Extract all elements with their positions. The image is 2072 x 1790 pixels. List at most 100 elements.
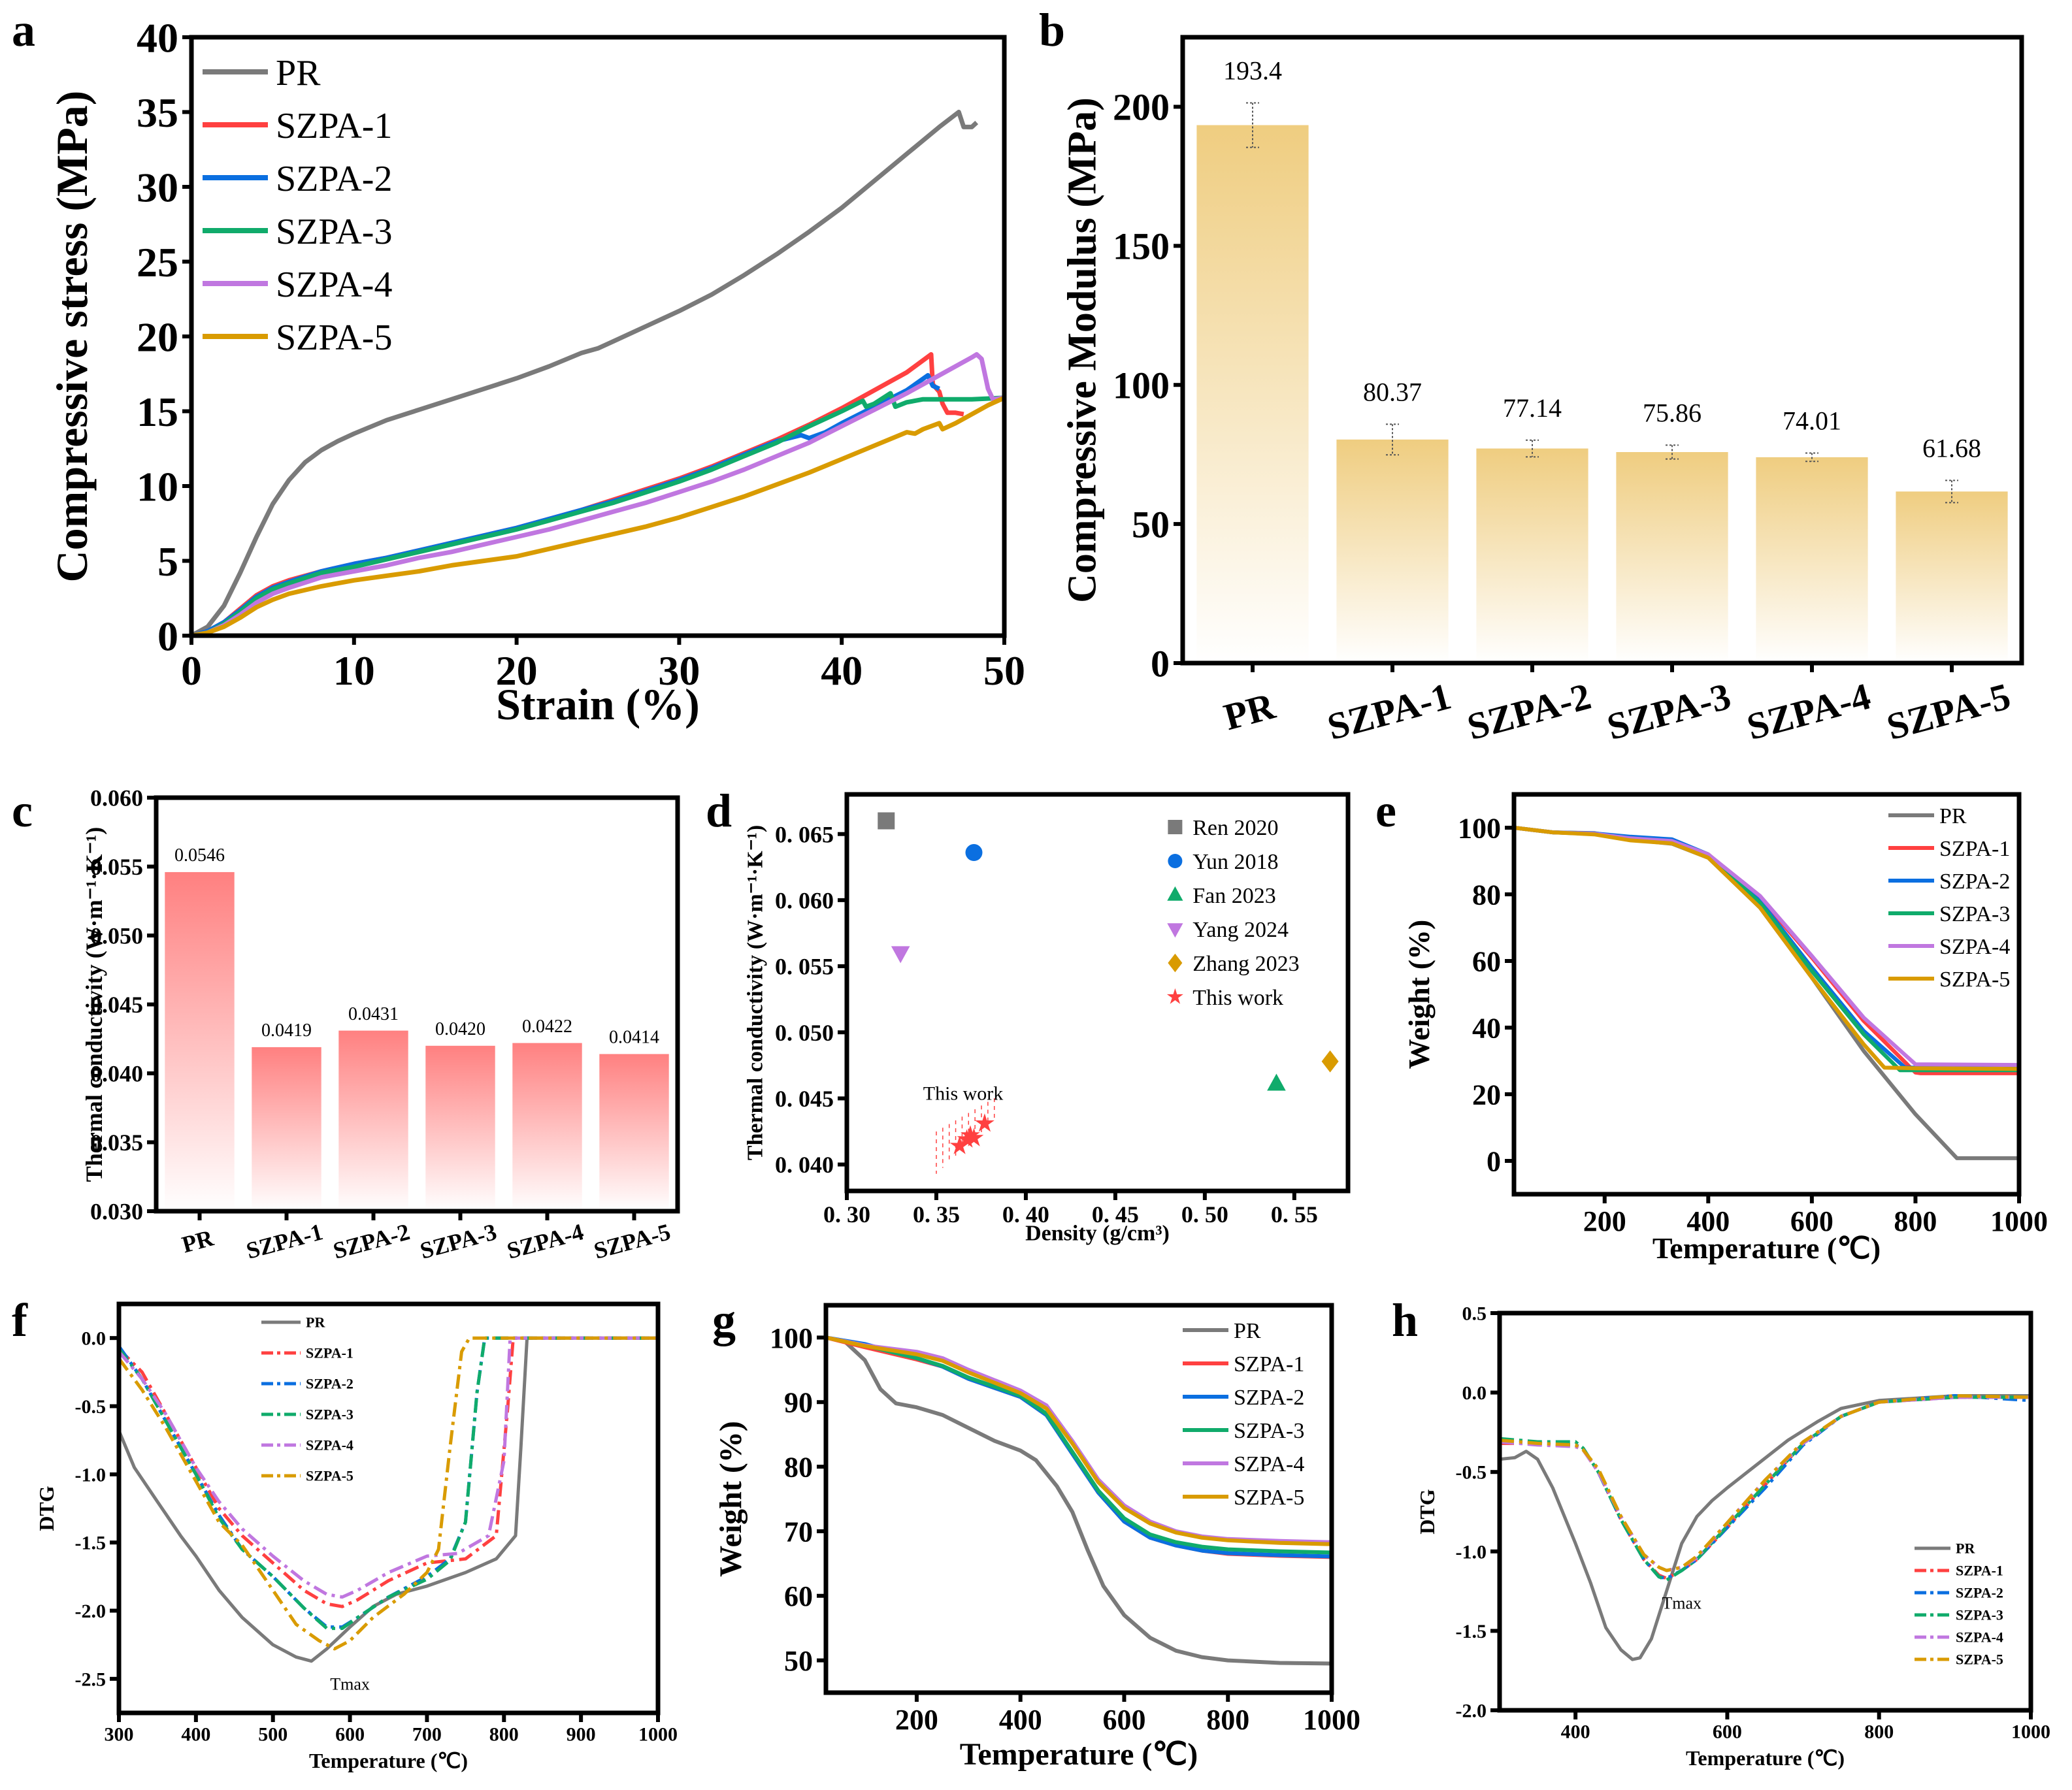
bar-szpa-3 — [1616, 452, 1728, 663]
series-line-szpa-2 — [117, 1336, 658, 1629]
y-tick-label: 25 — [137, 239, 178, 285]
x-tick-label: 20 — [496, 647, 538, 694]
x-tick-label: 0. 55 — [1271, 1201, 1318, 1228]
series-line-szpa-5 — [825, 1335, 1332, 1546]
x-tick-label: 800 — [1206, 1704, 1249, 1736]
panel-letter-b: b — [1039, 4, 1065, 56]
series-line-szpa-4 — [191, 352, 1005, 638]
legend-label: SZPA-4 — [276, 265, 392, 305]
legend-marker-ren-2020 — [1168, 820, 1183, 834]
x-tick-label: 200 — [895, 1704, 938, 1736]
legend-label: Fan 2023 — [1192, 884, 1276, 908]
legend-label: SZPA-3 — [276, 212, 392, 252]
bar-szpa-4 — [1756, 457, 1868, 663]
bar-pr — [1196, 125, 1309, 663]
legend-label: SZPA-1 — [276, 106, 392, 146]
x-tick-label: 800 — [1894, 1205, 1937, 1237]
x-tick-label: 0. 45 — [1092, 1201, 1139, 1228]
legend-label: SZPA-2 — [276, 159, 392, 199]
y-tick-label: 10 — [137, 463, 178, 510]
legend-label: PR — [276, 53, 321, 93]
bar-value-label: 193.4 — [1223, 56, 1282, 85]
this-work-annotation: This work — [923, 1082, 1004, 1104]
bar-value-label: 0.0419 — [261, 1020, 312, 1041]
x-tick-label: 10 — [333, 647, 375, 694]
category-label: SZPA-4 — [504, 1218, 587, 1264]
y-axis-title: Thermal conductivity (W·m⁻¹·K⁻¹) — [743, 825, 767, 1160]
x-axis-title: Temperature (℃) — [1686, 1746, 1845, 1770]
bar-value-label: 0.0431 — [348, 1004, 399, 1024]
marker-ren-2020 — [878, 812, 895, 830]
series-line-pr — [825, 1335, 1332, 1666]
panel-letter-e: e — [1375, 785, 1396, 837]
series-line-szpa-1 — [191, 352, 964, 638]
x-tick-label: 600 — [335, 1724, 365, 1746]
plot-frame — [823, 1303, 1334, 1695]
plot-frame — [844, 792, 1351, 1194]
panel-letter-h: h — [1392, 1294, 1418, 1346]
x-tick-label: 200 — [1583, 1205, 1626, 1237]
plot-frame — [116, 1301, 661, 1716]
bar-value-label: 80.37 — [1363, 377, 1422, 406]
y-tick-label: -1.0 — [1456, 1541, 1487, 1563]
y-tick-label: 0.5 — [1462, 1303, 1487, 1325]
series-line-pr — [117, 1336, 658, 1663]
legend-label: SZPA-1 — [306, 1345, 354, 1361]
marker-this-work — [949, 1135, 970, 1154]
panel-letter-a: a — [12, 4, 35, 56]
legend-marker-fan-2023 — [1167, 886, 1183, 901]
y-tick-label: 50 — [784, 1645, 813, 1677]
bar-value-label: 61.68 — [1922, 433, 1981, 463]
y-tick-label: 0.050 — [90, 923, 143, 949]
y-tick-label: -1.5 — [1456, 1621, 1487, 1642]
bar-szpa-2 — [338, 1030, 408, 1211]
plot-frame — [1497, 1310, 2033, 1713]
y-tick-label: 40 — [137, 14, 178, 61]
plot-frame — [1511, 792, 2022, 1197]
x-tick-label: 400 — [181, 1724, 210, 1746]
x-tick-label: 900 — [567, 1724, 596, 1746]
y-tick-label: 0. 060 — [775, 887, 834, 913]
y-tick-label: 0 — [1151, 642, 1170, 685]
x-tick-label: 1000 — [1303, 1704, 1360, 1736]
y-tick-label: 0.035 — [90, 1130, 143, 1156]
x-tick-label: 800 — [489, 1724, 519, 1746]
y-tick-label: 200 — [1113, 86, 1170, 129]
legend-label: SZPA-5 — [1956, 1652, 2003, 1668]
bar-szpa-1 — [1336, 439, 1449, 663]
y-tick-label: 0.055 — [90, 854, 143, 880]
legend-label: SZPA-1 — [1956, 1563, 2003, 1579]
legend-label: SZPA-2 — [1939, 870, 2010, 894]
panel-letter-d: d — [706, 785, 732, 837]
y-tick-label: 40 — [1472, 1012, 1501, 1044]
y-tick-label: 30 — [137, 164, 178, 210]
y-tick-label: 70 — [784, 1516, 813, 1548]
legend-label: PR — [1956, 1540, 1975, 1557]
x-axis-title: Temperature (℃) — [1653, 1231, 1881, 1265]
y-tick-label: 20 — [1472, 1079, 1501, 1111]
bar-value-label: 0.0546 — [174, 845, 225, 866]
y-tick-label: 35 — [137, 90, 178, 136]
x-tick-label: 600 — [1102, 1704, 1145, 1736]
category-label: SZPA-3 — [418, 1218, 500, 1264]
x-tick-label: 400 — [1561, 1721, 1590, 1743]
series-line-szpa-1 — [118, 1336, 658, 1608]
x-tick-label: 400 — [1686, 1205, 1730, 1237]
panel-letter-c: c — [12, 785, 33, 837]
y-tick-label: 50 — [1132, 503, 1170, 545]
x-tick-label: 1000 — [2011, 1721, 2050, 1743]
y-tick-label: 0.0 — [1462, 1382, 1487, 1404]
panel-e-tga-air: e 200 400 600 800 1000 0 20 40 60 80 100 Temperature… — [1375, 785, 2048, 1265]
y-tick-label: 100 — [770, 1322, 813, 1354]
panel-letter-g: g — [712, 1294, 736, 1346]
y-tick-label: 0. 055 — [775, 954, 834, 980]
category-label: PR — [1219, 684, 1280, 738]
legend-label: SZPA-3 — [1939, 902, 2010, 926]
x-tick-label: 800 — [1864, 1721, 1894, 1743]
x-tick-label: 30 — [658, 647, 700, 694]
legend-marker-yang-2024 — [1167, 923, 1183, 938]
legend-label: SZPA-1 — [1939, 837, 2010, 861]
legend-label: PR — [306, 1314, 325, 1331]
y-tick-label: -2.0 — [1456, 1700, 1487, 1722]
y-tick-label: -2.0 — [75, 1601, 107, 1622]
